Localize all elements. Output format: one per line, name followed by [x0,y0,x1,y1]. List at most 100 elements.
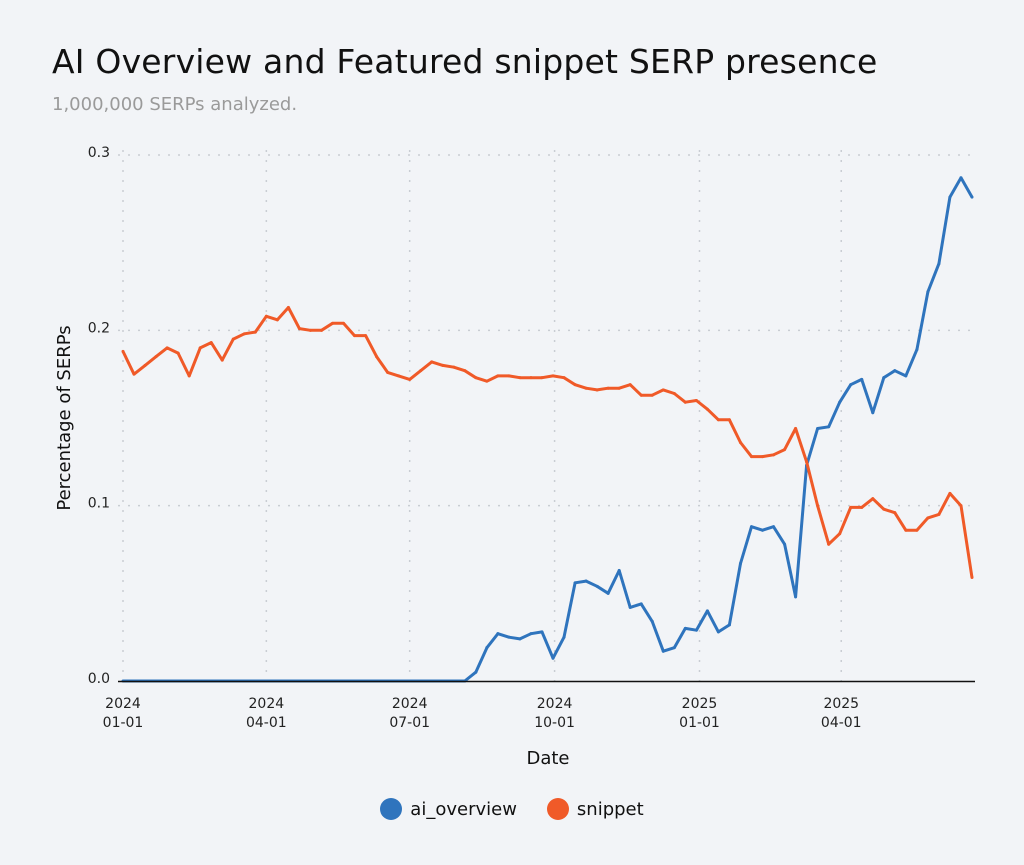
data-point [518,376,522,380]
data-point [727,623,731,627]
data-point [871,497,875,501]
data-point [926,516,930,520]
legend-item-ai-overview[interactable]: ai_overview [380,798,517,820]
data-point [749,525,753,529]
data-point [772,525,776,529]
data-point [573,581,577,585]
data-point [375,355,379,359]
series-line-snippet [121,306,974,578]
data-point [959,176,963,180]
data-point [926,290,930,294]
data-point [286,306,290,310]
data-point [154,355,158,359]
data-point [606,591,610,595]
data-point [264,314,268,318]
data-point [529,376,533,380]
data-point [518,637,522,641]
data-point [198,346,202,350]
y-tick-label: 0.1 [88,496,110,512]
data-point [794,595,798,599]
legend-marker-ai-overview [380,798,403,820]
data-point [496,632,500,636]
series-line-ai-overview [123,176,974,683]
data-point [617,386,621,390]
data-point [915,528,919,532]
data-point [540,376,544,380]
data-point [353,334,357,338]
y-tick-label: 0.3 [88,145,110,161]
data-point [672,646,676,650]
y-tick-label: 0.0 [88,671,110,687]
data-point [330,321,334,325]
data-point [860,377,864,381]
data-point [529,632,533,636]
data-point [617,569,621,573]
data-point [749,455,753,459]
data-point [275,318,279,322]
data-point [882,376,886,380]
y-axis-label: Percentage of SERPs [54,325,75,510]
x-tick-date: 01-01 [103,715,144,731]
data-point [143,363,147,367]
data-point [551,656,555,660]
x-tick-date: 07-01 [389,715,430,731]
data-point [639,602,643,606]
data-point [694,398,698,402]
data-point [738,441,742,445]
data-point [970,576,974,580]
data-point [562,376,566,380]
data-point [827,542,831,546]
data-point [639,393,643,397]
data-point [463,369,467,373]
data-point [816,427,820,431]
data-point [838,400,842,404]
data-point [176,351,180,355]
data-point [650,619,654,623]
data-point [783,542,787,546]
data-point [220,358,224,362]
x-tick-year: 2024 [249,696,285,712]
data-point [661,388,665,392]
legend-item-snippet[interactable]: snippet [546,798,644,820]
data-point [584,579,588,583]
series-points-snippet [121,306,974,580]
data-point [562,635,566,639]
data-point [772,453,776,457]
data-point [683,626,687,630]
data-point [716,630,720,634]
data-point [904,374,908,378]
chart-title: AI Overview and Featured snippet SERP pr… [52,42,878,81]
data-point [882,507,886,511]
x-tick-date: 10-01 [534,715,575,731]
data-point [970,195,974,199]
data-point [838,532,842,536]
data-point [959,504,963,508]
data-point [485,379,489,383]
data-point [904,528,908,532]
data-point [496,374,500,378]
data-point [231,337,235,341]
data-point [783,448,787,452]
data-point [430,360,434,364]
data-point [893,369,897,373]
data-point [683,400,687,404]
data-point [397,374,401,378]
data-point [441,363,445,367]
data-point [242,332,246,336]
x-axis-label: Date [526,748,569,769]
data-point [628,605,632,609]
data-point [761,455,765,459]
data-point [794,427,798,431]
legend-label: ai_overview [410,798,517,820]
data-point [584,386,588,390]
data-point [727,418,731,422]
x-tick-year: 2025 [682,696,718,712]
data-point [948,195,952,199]
y-tick-label: 0.2 [88,320,110,336]
data-point [408,377,412,381]
data-point [937,512,941,516]
legend-label: snippet [576,798,644,820]
data-point [474,670,478,674]
